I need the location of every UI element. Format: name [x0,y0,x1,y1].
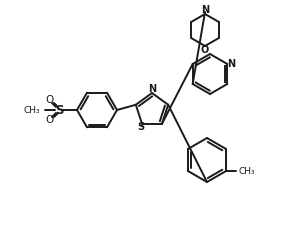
Text: O: O [45,115,53,125]
Text: CH₃: CH₃ [23,105,40,114]
Text: S: S [55,104,63,117]
Text: N: N [201,5,209,15]
Text: O: O [201,45,209,55]
Text: N: N [148,84,156,94]
Text: N: N [227,59,235,69]
Text: S: S [137,122,144,132]
Text: CH₃: CH₃ [238,167,255,176]
Text: O: O [45,95,53,105]
